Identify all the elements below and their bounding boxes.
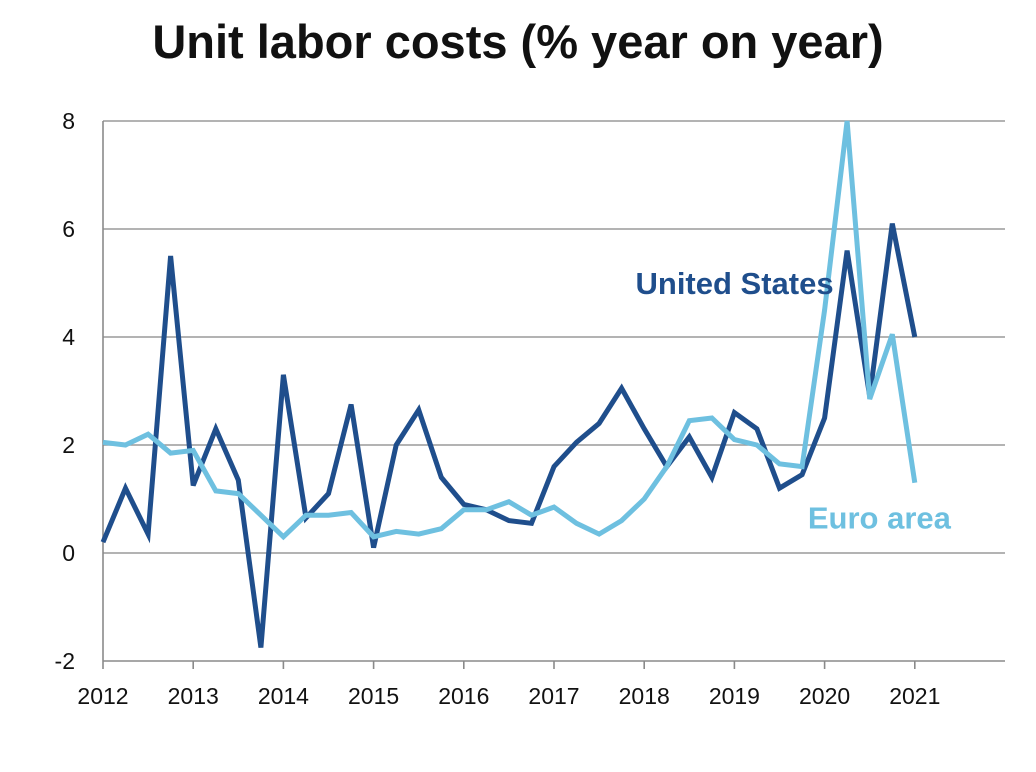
gridlines [103, 120, 1005, 554]
axes [102, 121, 1005, 669]
x-tick-label: 2014 [258, 683, 309, 709]
x-tick-label: 2021 [889, 683, 940, 709]
series-lines [100, 120, 918, 648]
x-tick-label: 2012 [77, 683, 128, 709]
y-tick-label: 2 [62, 432, 75, 458]
series-line-euro-area [102, 120, 918, 541]
y-tick-label: 8 [62, 108, 75, 134]
x-tick-label: 2017 [528, 683, 579, 709]
x-tick-label: 2013 [168, 683, 219, 709]
x-tick-label: 2015 [348, 683, 399, 709]
x-tick-label: 2020 [799, 683, 850, 709]
y-tick-label: -2 [55, 648, 75, 674]
y-tick-label: 0 [62, 540, 75, 566]
y-tick-label: 4 [62, 324, 75, 350]
series-label-euro-area: Euro area [808, 501, 952, 536]
series-label-united-states: United States [636, 266, 834, 301]
labels: -2 0 2 4 6 8 2012 2013 2014 2015 2016 2017 2018 2019 2… [55, 108, 952, 709]
chart-title: Unit labor costs (% year on year) [152, 15, 884, 68]
y-tick-label: 6 [62, 216, 75, 242]
x-tick-label: 2016 [438, 683, 489, 709]
series-line-united-states [100, 223, 918, 648]
x-tick-label: 2018 [619, 683, 670, 709]
x-tick-label: 2019 [709, 683, 760, 709]
